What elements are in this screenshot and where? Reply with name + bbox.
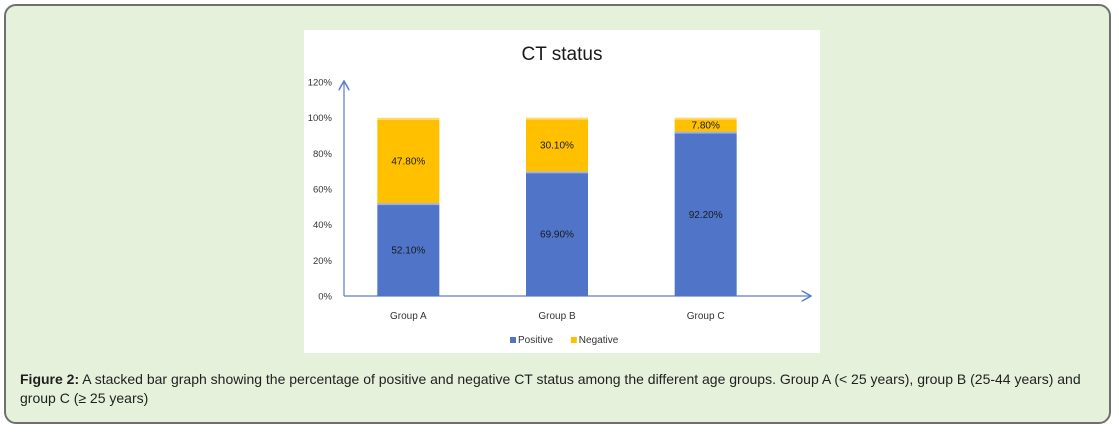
data-label-positive-1: 52.10% (391, 246, 425, 257)
chart-title: CT status (522, 44, 603, 65)
bar-positive-1 (377, 203, 440, 296)
bar-positive-2 (526, 171, 588, 296)
bar-highlight (674, 117, 737, 120)
bar-negative-2 (526, 117, 588, 172)
figure-caption-label: Figure 2: (20, 371, 80, 387)
legend-swatch-positive (510, 337, 516, 343)
data-label-negative-2: 30.10% (540, 141, 574, 152)
bar-highlight (526, 117, 588, 120)
ct-status-chart: CT status 0% 20% 40% 60% 80% 100% 120% 52.10% 4… (308, 44, 820, 346)
y-tick-label: 100% (308, 113, 333, 124)
y-tick-label: 60% (313, 185, 333, 196)
bar-negative-3 (674, 117, 737, 132)
legend-label-positive: Positive (518, 335, 553, 346)
x-tick-label: Group B (538, 311, 576, 322)
bar-positive-3 (674, 131, 737, 296)
figure-frame: CT status 0% 20% 40% 60% 80% 100% 120% 52.10% 4… (4, 4, 1111, 424)
data-label-positive-2: 69.90% (540, 230, 574, 241)
bar-highlight (674, 131, 737, 134)
data-label-negative-1: 47.80% (391, 156, 425, 167)
figure-caption-text: A stacked bar graph showing the percenta… (20, 371, 1081, 406)
bar-highlight (377, 117, 440, 120)
y-tick-label: 0% (318, 292, 332, 303)
data-label-positive-3: 92.20% (689, 210, 723, 221)
figure-caption: Figure 2: A stacked bar graph showing th… (20, 370, 1100, 408)
y-tick-label: 80% (313, 149, 333, 160)
legend-swatch-negative (570, 337, 577, 343)
bar-highlight (526, 171, 588, 174)
x-tick-label: Group C (687, 311, 725, 322)
data-label-negative-3: 7.80% (691, 121, 719, 132)
x-tick-label: Group A (390, 311, 427, 322)
y-tick-label: 20% (313, 256, 333, 267)
legend-label-negative: Negative (579, 335, 619, 346)
chart-panel: CT status 0% 20% 40% 60% 80% 100% 120% 52.10% 4… (304, 30, 820, 353)
y-tick-label: 120% (308, 78, 333, 89)
bar-negative-1 (377, 117, 440, 204)
bar-highlight (377, 203, 440, 206)
y-tick-label: 40% (313, 220, 333, 231)
